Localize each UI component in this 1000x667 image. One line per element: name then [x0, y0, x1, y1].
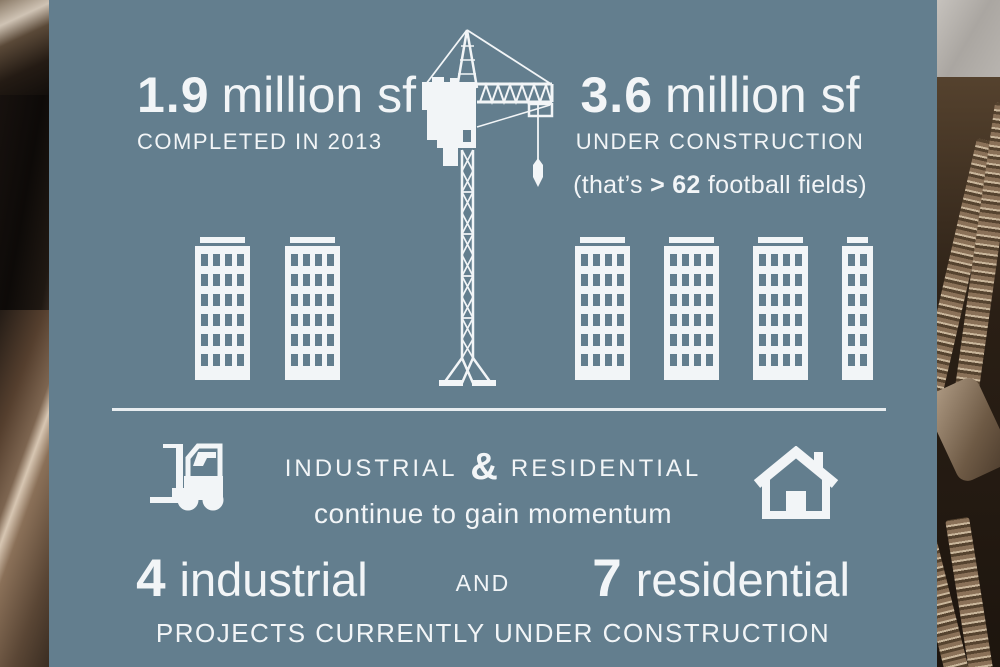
stat-completed-caption: COMPLETED IN 2013	[137, 129, 383, 154]
stat-completed-number: 1.9	[137, 67, 210, 123]
stat-under-construction: 3.6 million sf UNDER CONSTRUCTION (that’s…	[535, 70, 905, 200]
stat-under-construction-value: 3.6 million sf	[535, 70, 905, 120]
stat-completed-unit: million sf	[221, 67, 416, 123]
stat-under-construction-caption: UNDER CONSTRUCTION	[575, 129, 865, 154]
industrial-count: 4	[136, 549, 166, 608]
projects-count-line: 4 industrial AND 7 residential	[49, 552, 937, 605]
building-icon	[753, 237, 808, 380]
clamp-screws-photo	[937, 77, 1000, 667]
industrial-word: industrial	[179, 553, 368, 606]
building-icon	[285, 237, 340, 380]
buildings-completed-group	[195, 237, 340, 380]
ampersand: &	[470, 446, 498, 488]
residential-label: RESIDENTIAL	[510, 455, 702, 482]
concrete-texture	[937, 0, 1000, 77]
stat-completed: 1.9 million sf COMPLETED IN 2013	[137, 70, 416, 155]
note-pre: (that’s	[573, 171, 651, 199]
note-post: football fields)	[700, 171, 867, 199]
momentum-section: INDUSTRIAL & RESIDENTIAL continue to gain …	[49, 446, 937, 530]
building-icon	[575, 237, 630, 380]
note-bold: > 62	[650, 171, 701, 199]
building-icon	[842, 237, 873, 380]
section-divider	[112, 408, 886, 411]
momentum-headline: INDUSTRIAL & RESIDENTIAL	[49, 446, 937, 489]
residential-count: 7	[592, 549, 622, 608]
industrial-label: INDUSTRIAL	[284, 455, 458, 482]
building-icon	[195, 237, 250, 380]
metal-texture-mid	[0, 95, 49, 310]
background-photo-left	[0, 0, 49, 667]
background-photo-right	[937, 0, 1000, 667]
forklift-icon	[150, 443, 224, 511]
building-icon	[664, 237, 719, 380]
buildings-under-construction-group	[575, 237, 873, 380]
projects-caption: PROJECTS CURRENTLY UNDER CONSTRUCTION	[155, 618, 831, 648]
infographic-panel: 1.9 million sf COMPLETED IN 2013	[49, 0, 937, 667]
metal-texture-top	[0, 0, 49, 95]
house-icon	[753, 446, 839, 519]
tower-crane-icon	[422, 29, 554, 386]
residential-word: residential	[635, 553, 850, 606]
clamp-joint	[937, 374, 1000, 485]
stat-under-construction-unit: million sf	[665, 67, 860, 123]
momentum-subtitle: continue to gain momentum	[313, 498, 673, 529]
metal-texture-bottom	[0, 310, 49, 667]
football-fields-note: (that’s > 62 football fields)	[535, 171, 905, 200]
stat-completed-value: 1.9 million sf	[137, 70, 416, 120]
stat-under-construction-number: 3.6	[580, 67, 654, 123]
conjunction-and: AND	[455, 570, 511, 596]
